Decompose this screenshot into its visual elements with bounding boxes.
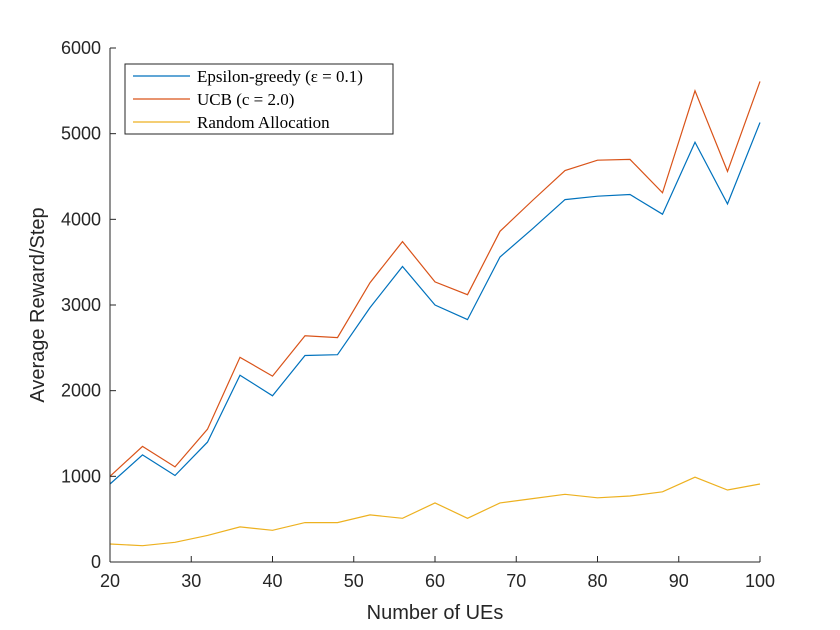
y-tick-label: 3000 [61,295,101,315]
x-tick-label: 40 [262,571,282,591]
legend-label-2: UCB (c = 2.0) [197,90,294,109]
series-line-2 [109,81,761,477]
x-tick-label: 60 [425,571,445,591]
y-tick-label: 0 [91,552,101,572]
ticks-layer: 20 30 40 50 60 70 80 90 100010002000300040005000… [61,38,775,591]
series-layer [109,81,761,547]
legend-label-1: Epsilon-greedy (ε = 0.1) [197,67,363,86]
x-tick-label: 100 [745,571,775,591]
y-tick-label: 4000 [61,209,101,229]
y-tick-label: 2000 [61,381,101,401]
series-line-3 [109,476,761,547]
x-axis-title: Number of UEs [367,602,504,624]
x-tick-label: 70 [506,571,526,591]
x-tick-label: 90 [669,571,689,591]
legend-label-3: Random Allocation [197,113,330,132]
y-tick-label: 1000 [61,466,101,486]
x-tick-label: 80 [587,571,607,591]
x-tick-label: 30 [181,571,201,591]
legend: Epsilon-greedy (ε = 0.1) UCB (c = 2.0) Ran… [124,63,394,135]
x-tick-label: 50 [344,571,364,591]
y-tick-label: 5000 [61,124,101,144]
y-tick-label: 6000 [61,38,101,58]
x-tick-label: 20 [100,571,120,591]
series-line-1 [109,122,761,485]
y-axis-title: Average Reward/Step [27,207,49,402]
